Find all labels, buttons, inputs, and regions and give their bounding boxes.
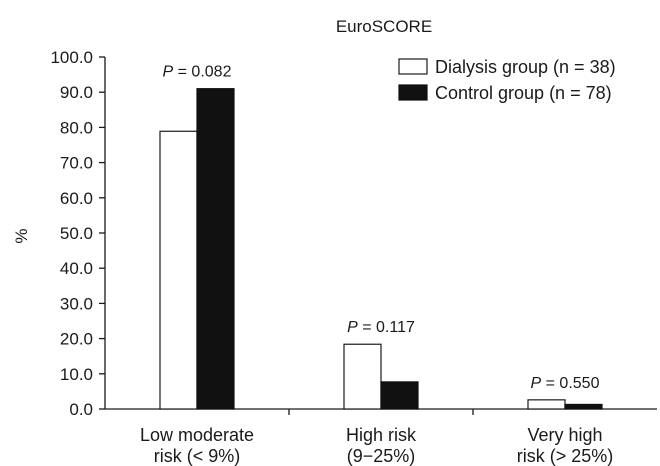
x-category-label-line: (9−25%) <box>347 446 416 466</box>
x-category-label: Very high risk (> 25%) <box>517 425 614 466</box>
y-tick-label: 0.0 <box>69 400 93 419</box>
x-category-label: High risk (9−25%) <box>346 425 417 466</box>
x-category-label-line: Low moderate <box>140 425 254 445</box>
x-category-label-line: High risk <box>346 425 417 445</box>
y-tick-label: 60.0 <box>60 189 93 208</box>
p-value-label: P = 0.550 <box>531 375 600 392</box>
p-value-label: P = 0.117 <box>347 319 415 336</box>
y-tick-label: 40.0 <box>60 259 93 278</box>
p-value-label: P = 0.082 <box>163 64 232 81</box>
x-category-label-line: risk (< 9%) <box>154 446 241 466</box>
bar-dialysis <box>343 343 382 410</box>
bar-dialysis <box>159 130 198 410</box>
y-tick-label: 80.0 <box>60 118 93 137</box>
y-tick-label: 50.0 <box>60 224 93 243</box>
p-value-number: = 0.550 <box>541 375 599 392</box>
chart-title: EuroSCORE <box>336 17 432 36</box>
y-tick-label: 100.0 <box>50 48 93 67</box>
bar-control <box>196 88 235 410</box>
legend-swatch-control <box>398 84 428 101</box>
y-tick-label: 10.0 <box>60 365 93 384</box>
x-category-label: Low moderate risk (< 9%) <box>140 425 254 466</box>
p-value-number: = 0.117 <box>358 319 415 336</box>
y-axis-label: % <box>12 228 31 243</box>
legend-label-control: Control group (n = 78) <box>435 83 612 103</box>
y-tick-label: 20.0 <box>60 330 93 349</box>
x-category-label-line: risk (> 25%) <box>517 446 614 466</box>
axes: 0.0 10.0 20.0 30.0 40.0 50.0 60.0 70.0 80.0 90.0 1… <box>50 48 657 466</box>
bar-dialysis <box>527 399 566 410</box>
legend-label-dialysis: Dialysis group (n = 38) <box>435 57 616 77</box>
legend-swatch-dialysis <box>398 58 428 75</box>
y-tick-label: 70.0 <box>60 154 93 173</box>
p-value-symbol: P <box>531 375 542 392</box>
p-value-number: = 0.082 <box>173 64 231 81</box>
bars <box>159 88 603 410</box>
legend: Dialysis group (n = 38) Control group (n … <box>398 57 616 103</box>
p-value-symbol: P <box>347 319 358 336</box>
y-tick-label: 30.0 <box>60 294 93 313</box>
bar-control <box>564 403 603 410</box>
bar-control <box>380 381 419 410</box>
x-category-label-line: Very high <box>527 425 602 445</box>
y-tick-label: 90.0 <box>60 83 93 102</box>
p-value-symbol: P <box>163 64 174 81</box>
